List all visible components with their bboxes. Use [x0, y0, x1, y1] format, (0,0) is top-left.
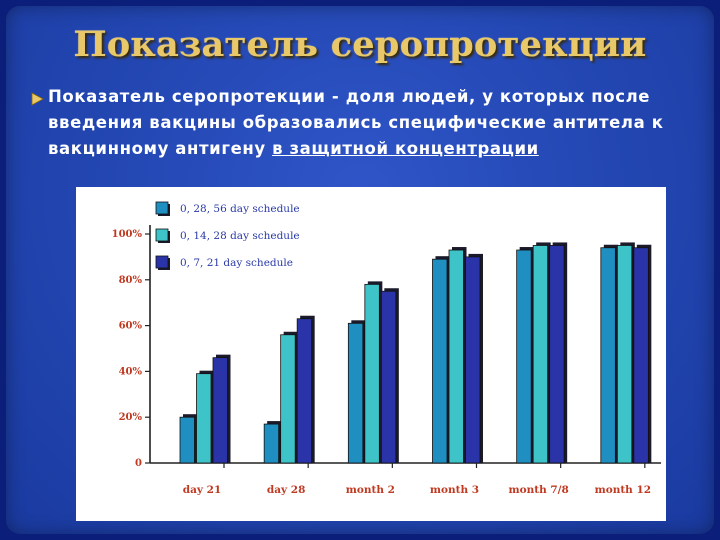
legend-label: 0, 28, 56 day schedule — [180, 203, 300, 215]
slide-title: Показатель серопротекции — [73, 24, 647, 65]
bullet-arrow-icon — [31, 92, 44, 106]
chart-panel: 0 20% 40% 60% 80% 100% day 21 day 28 month 2 mon… — [76, 187, 666, 521]
bar — [432, 258, 448, 464]
bar — [532, 245, 549, 464]
bar — [616, 245, 633, 464]
x-tick-label: month 7/8 — [508, 484, 568, 496]
y-tick-labels: 0 20% 40% 60% 80% 100% — [112, 229, 150, 469]
x-tick-labels: day 21 day 28 month 2 month 3 month 7/8 month… — [183, 463, 651, 496]
legend-label: 0, 14, 28 day schedule — [180, 230, 300, 242]
legend-swatch — [155, 255, 169, 269]
bar — [347, 322, 364, 464]
bar — [263, 423, 280, 464]
y-tick-label: 80% — [119, 275, 143, 286]
y-tick-label: 100% — [112, 229, 143, 240]
legend-swatch — [155, 201, 169, 215]
bar — [516, 249, 532, 464]
seroprotection-bar-chart: 0 20% 40% 60% 80% 100% day 21 day 28 month 2 mon… — [112, 201, 661, 496]
bar — [633, 247, 649, 464]
bar — [179, 416, 195, 464]
chart-legend: 0, 28, 56 day schedule 0, 14, 28 day sche… — [155, 201, 300, 270]
x-tick-label: day 21 — [183, 484, 222, 496]
definition-paragraph: Показатель серопротекции - доля людей, у… — [48, 84, 698, 162]
bar — [296, 318, 313, 464]
x-tick-label: month 12 — [595, 484, 652, 496]
chart-axes — [149, 225, 661, 464]
bar — [549, 245, 565, 464]
bar — [212, 357, 228, 464]
y-tick-label: 40% — [119, 366, 143, 377]
definition-text: Показатель серопротекции - доля людей, у… — [48, 87, 664, 158]
definition-underlined-text: в защитной концентрации — [272, 139, 539, 158]
x-tick-label: month 2 — [346, 484, 395, 496]
y-tick-label: 60% — [119, 321, 143, 332]
bar — [280, 334, 296, 464]
chart-bars — [179, 242, 652, 464]
x-tick-label: day 28 — [267, 484, 306, 496]
legend-swatch — [155, 228, 169, 242]
bar — [600, 247, 616, 464]
bar — [448, 249, 464, 464]
bar — [465, 256, 481, 464]
y-tick-label: 20% — [119, 412, 143, 423]
bar — [196, 373, 212, 464]
slide: Показатель серопротекции Показатель серо… — [6, 6, 714, 534]
bar — [380, 290, 397, 464]
y-tick-label: 0 — [135, 458, 142, 469]
bar — [364, 283, 380, 464]
legend-label: 0, 7, 21 day schedule — [180, 257, 293, 269]
x-tick-label: month 3 — [430, 484, 479, 496]
